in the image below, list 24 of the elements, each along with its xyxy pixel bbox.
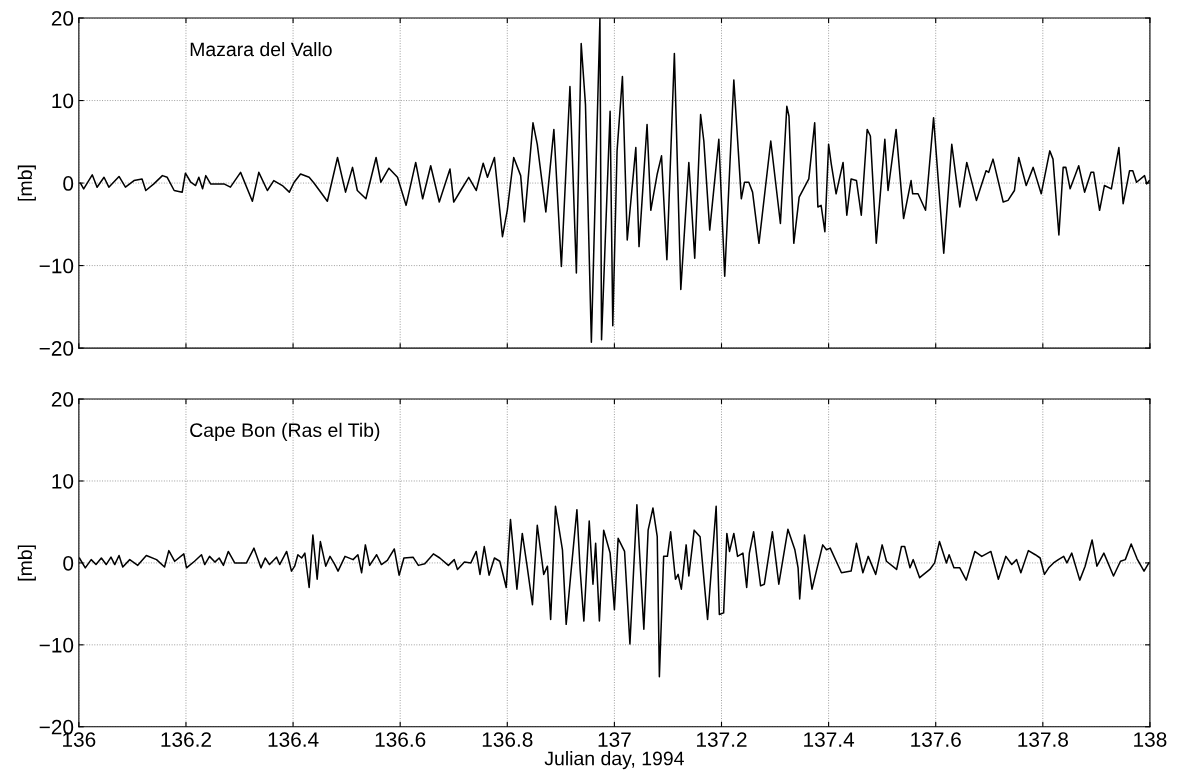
x-tick-label: 137.8 (1018, 732, 1068, 747)
x-tick-label: 136.4 (268, 732, 319, 747)
y-axis-title: [mb] (17, 545, 36, 581)
x-tick-label: 136.2 (161, 732, 211, 747)
y-tick-label: −10 (39, 637, 74, 653)
x-tick-label: 137.2 (697, 732, 747, 747)
y-tick-label: 0 (63, 555, 74, 571)
text: Mazara del Vallo (190, 41, 332, 57)
y-tick-label: 20 (51, 392, 74, 407)
text: Cape Bon (Ras el Tib) (190, 422, 380, 441)
y-tick-label: 20 (51, 11, 74, 26)
y-axis-title: [mb] (17, 165, 36, 201)
x-tick-label: 137 (598, 732, 631, 747)
x-axis-title: Julian day, 1994 (544, 751, 684, 770)
y-tick-label: 10 (52, 473, 74, 489)
x-tick-label: 136.8 (482, 732, 533, 747)
x-tick-label: 137.6 (911, 732, 961, 747)
y-tick-label: 10 (52, 93, 74, 109)
y-tick-label: 0 (63, 176, 74, 191)
y-tick-label: −10 (39, 258, 74, 274)
x-tick-label: 138 (1134, 732, 1167, 747)
y-tick-label: −20 (39, 341, 74, 356)
x-tick-label: 136.6 (375, 732, 426, 747)
x-tick-label: 137.4 (804, 732, 855, 747)
